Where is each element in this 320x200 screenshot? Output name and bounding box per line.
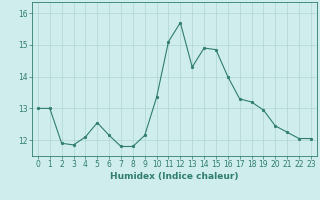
X-axis label: Humidex (Indice chaleur): Humidex (Indice chaleur): [110, 172, 239, 181]
